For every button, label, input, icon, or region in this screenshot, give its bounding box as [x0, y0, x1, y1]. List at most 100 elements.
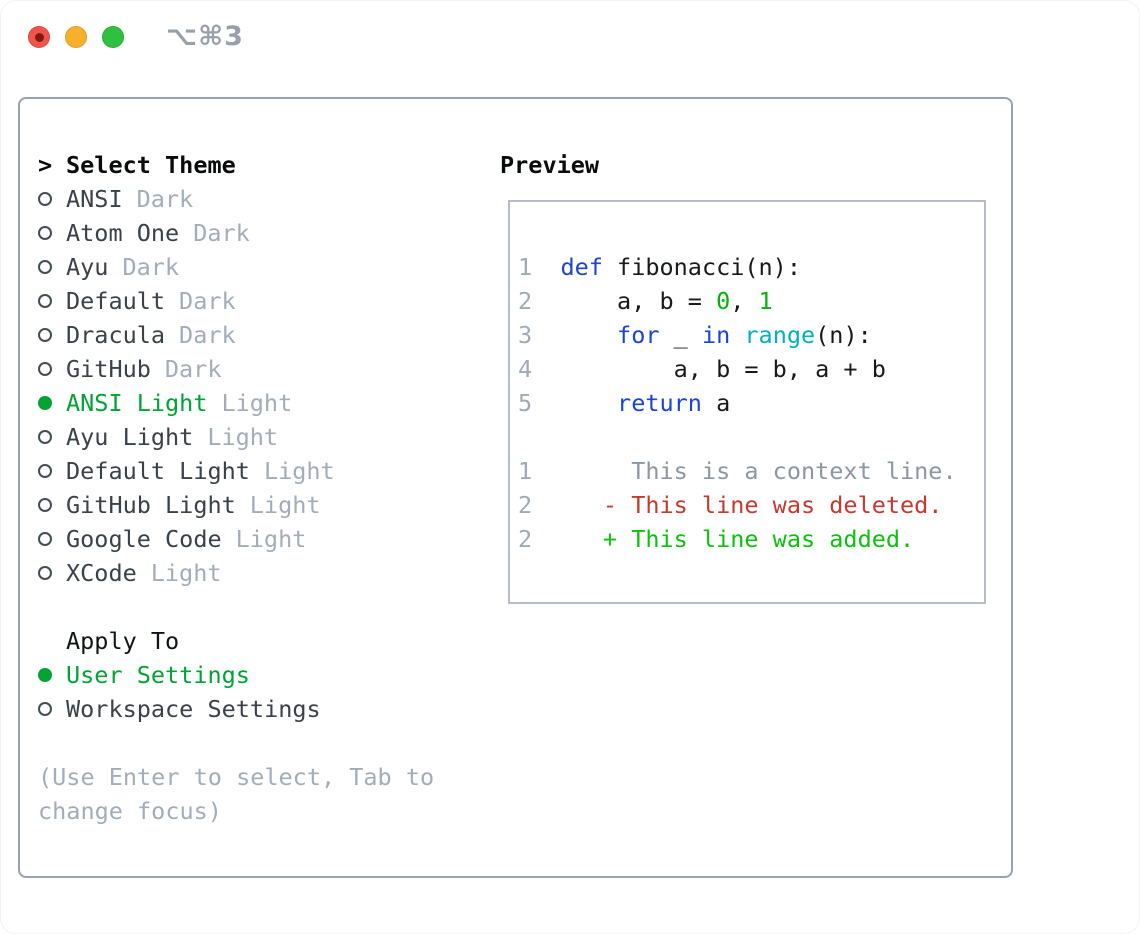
- code-token: a: [701, 389, 731, 417]
- code-line: [518, 420, 984, 454]
- theme-option-label: Ayu Light: [66, 423, 194, 451]
- line-number: 4: [518, 355, 561, 383]
- theme-option-label: Dracula: [66, 321, 166, 349]
- code-token: a, b =: [560, 287, 717, 315]
- close-button[interactable]: [28, 26, 50, 48]
- apply-to-header: Apply To: [38, 624, 321, 658]
- code-token: 1: [758, 287, 773, 315]
- code-token: (n):: [815, 321, 872, 349]
- theme-option-variant: Dark: [179, 321, 236, 349]
- theme-option-label: ANSI: [66, 185, 123, 213]
- theme-option-label: ANSI Light: [66, 389, 208, 417]
- zoom-button[interactable]: [102, 26, 124, 48]
- theme-option-variant: Dark: [122, 253, 180, 281]
- code-token: fibonacci(n):: [602, 253, 801, 281]
- help-text: (Use Enter to select, Tab to change focu…: [38, 763, 435, 825]
- code-line: 1 This is a context line.: [518, 454, 984, 488]
- code-line: 2 - This line was deleted.: [518, 488, 984, 522]
- radio-icon: [38, 464, 66, 478]
- theme-option-variant: Dark: [193, 219, 250, 247]
- radio-selected-icon: [38, 396, 66, 410]
- code-token: return: [617, 389, 702, 417]
- radio-icon: [38, 328, 66, 342]
- apply-option-user-settings[interactable]: User Settings: [38, 658, 321, 692]
- theme-option-github-light[interactable]: GitHub Light Light: [38, 488, 335, 522]
- line-number: 2: [518, 287, 561, 315]
- code-token: [560, 321, 617, 349]
- code-line: 4 a, b = b, a + b: [518, 352, 984, 386]
- theme-option-variant: Dark: [179, 287, 236, 315]
- selection-cursor-icon: >: [38, 151, 53, 179]
- radio-icon: [38, 260, 66, 274]
- theme-option-label: Ayu: [66, 253, 109, 281]
- theme-option-github[interactable]: GitHub Dark: [38, 352, 335, 386]
- code-line: 5 return a: [518, 386, 984, 420]
- theme-option-xcode[interactable]: XCode Light: [38, 556, 335, 590]
- code-token: This is a context line.: [560, 457, 957, 485]
- theme-option-variant: Light: [235, 525, 307, 553]
- preview-title: Preview: [500, 151, 600, 179]
- theme-option-dracula[interactable]: Dracula Dark: [38, 318, 335, 352]
- radio-icon: [38, 430, 66, 444]
- apply-option-label: Workspace Settings: [66, 695, 321, 723]
- apply-option-label: User Settings: [66, 661, 250, 689]
- radio-icon: [38, 702, 66, 716]
- theme-option-default-light[interactable]: Default Light Light: [38, 454, 335, 488]
- theme-option-label: XCode: [66, 559, 137, 587]
- line-number: 1: [518, 253, 561, 281]
- theme-list-title: Select Theme: [66, 151, 236, 179]
- theme-option-label: Google Code: [66, 525, 222, 553]
- apply-to-options: User Settings Workspace Settings: [38, 658, 321, 726]
- theme-option-ayu[interactable]: Ayu Dark: [38, 250, 335, 284]
- radio-icon: [38, 498, 66, 512]
- theme-option-label: GitHub: [66, 355, 151, 383]
- theme-option-ansi-light[interactable]: ANSI Light Light: [38, 386, 335, 420]
- code-token: def: [560, 253, 603, 281]
- theme-option-label: GitHub Light: [66, 491, 236, 519]
- code-token: in: [701, 321, 731, 349]
- code-token: _: [659, 321, 702, 349]
- theme-option-variant: Dark: [164, 355, 222, 383]
- code-token: - This line was deleted.: [560, 491, 943, 519]
- theme-option-variant: Light: [221, 389, 293, 417]
- code-token: range: [744, 321, 816, 349]
- theme-option-variant: Light: [150, 559, 222, 587]
- line-number: 5: [518, 389, 561, 417]
- theme-option-label: Default Light: [66, 457, 250, 485]
- radio-icon: [38, 532, 66, 546]
- code-token: [730, 321, 744, 349]
- code-token: + This line was added.: [560, 525, 915, 553]
- radio-icon: [38, 226, 66, 240]
- radio-icon: [38, 294, 66, 308]
- theme-option-ayu-light[interactable]: Ayu Light Light: [38, 420, 335, 454]
- code-line: 2 a, b = 0, 1: [518, 284, 984, 318]
- window-controls: [28, 26, 124, 48]
- line-number: 3: [518, 321, 561, 349]
- apply-to-title: Apply To: [66, 627, 180, 655]
- minimize-button[interactable]: [65, 26, 87, 48]
- apply-option-workspace-settings[interactable]: Workspace Settings: [38, 692, 321, 726]
- code-token: for: [617, 321, 660, 349]
- theme-option-atom-one[interactable]: Atom One Dark: [38, 216, 335, 250]
- theme-option-google-code[interactable]: Google Code Light: [38, 522, 335, 556]
- theme-options: ANSI Dark Atom One Dark Ayu Dark Default Dark Dr…: [38, 182, 335, 590]
- theme-option-variant: Light: [263, 457, 335, 485]
- window-shortcut-label: ⌥⌘3: [166, 21, 244, 52]
- radio-selected-icon: [38, 668, 66, 682]
- line-number: 1: [518, 457, 561, 485]
- radio-icon: [38, 192, 66, 206]
- code-token: a, b = b, a + b: [560, 355, 886, 383]
- unsaved-changes-dot-icon: [34, 32, 44, 42]
- theme-option-ansi[interactable]: ANSI Dark: [38, 182, 335, 216]
- theme-option-default[interactable]: Default Dark: [38, 284, 335, 318]
- code-token: 0: [716, 287, 731, 315]
- radio-icon: [38, 566, 66, 580]
- theme-option-variant: Light: [207, 423, 279, 451]
- theme-option-label: Default: [66, 287, 166, 315]
- theme-option-variant: Dark: [136, 185, 194, 213]
- line-number: 2: [518, 491, 561, 519]
- theme-list-header: > Select Theme: [38, 148, 335, 182]
